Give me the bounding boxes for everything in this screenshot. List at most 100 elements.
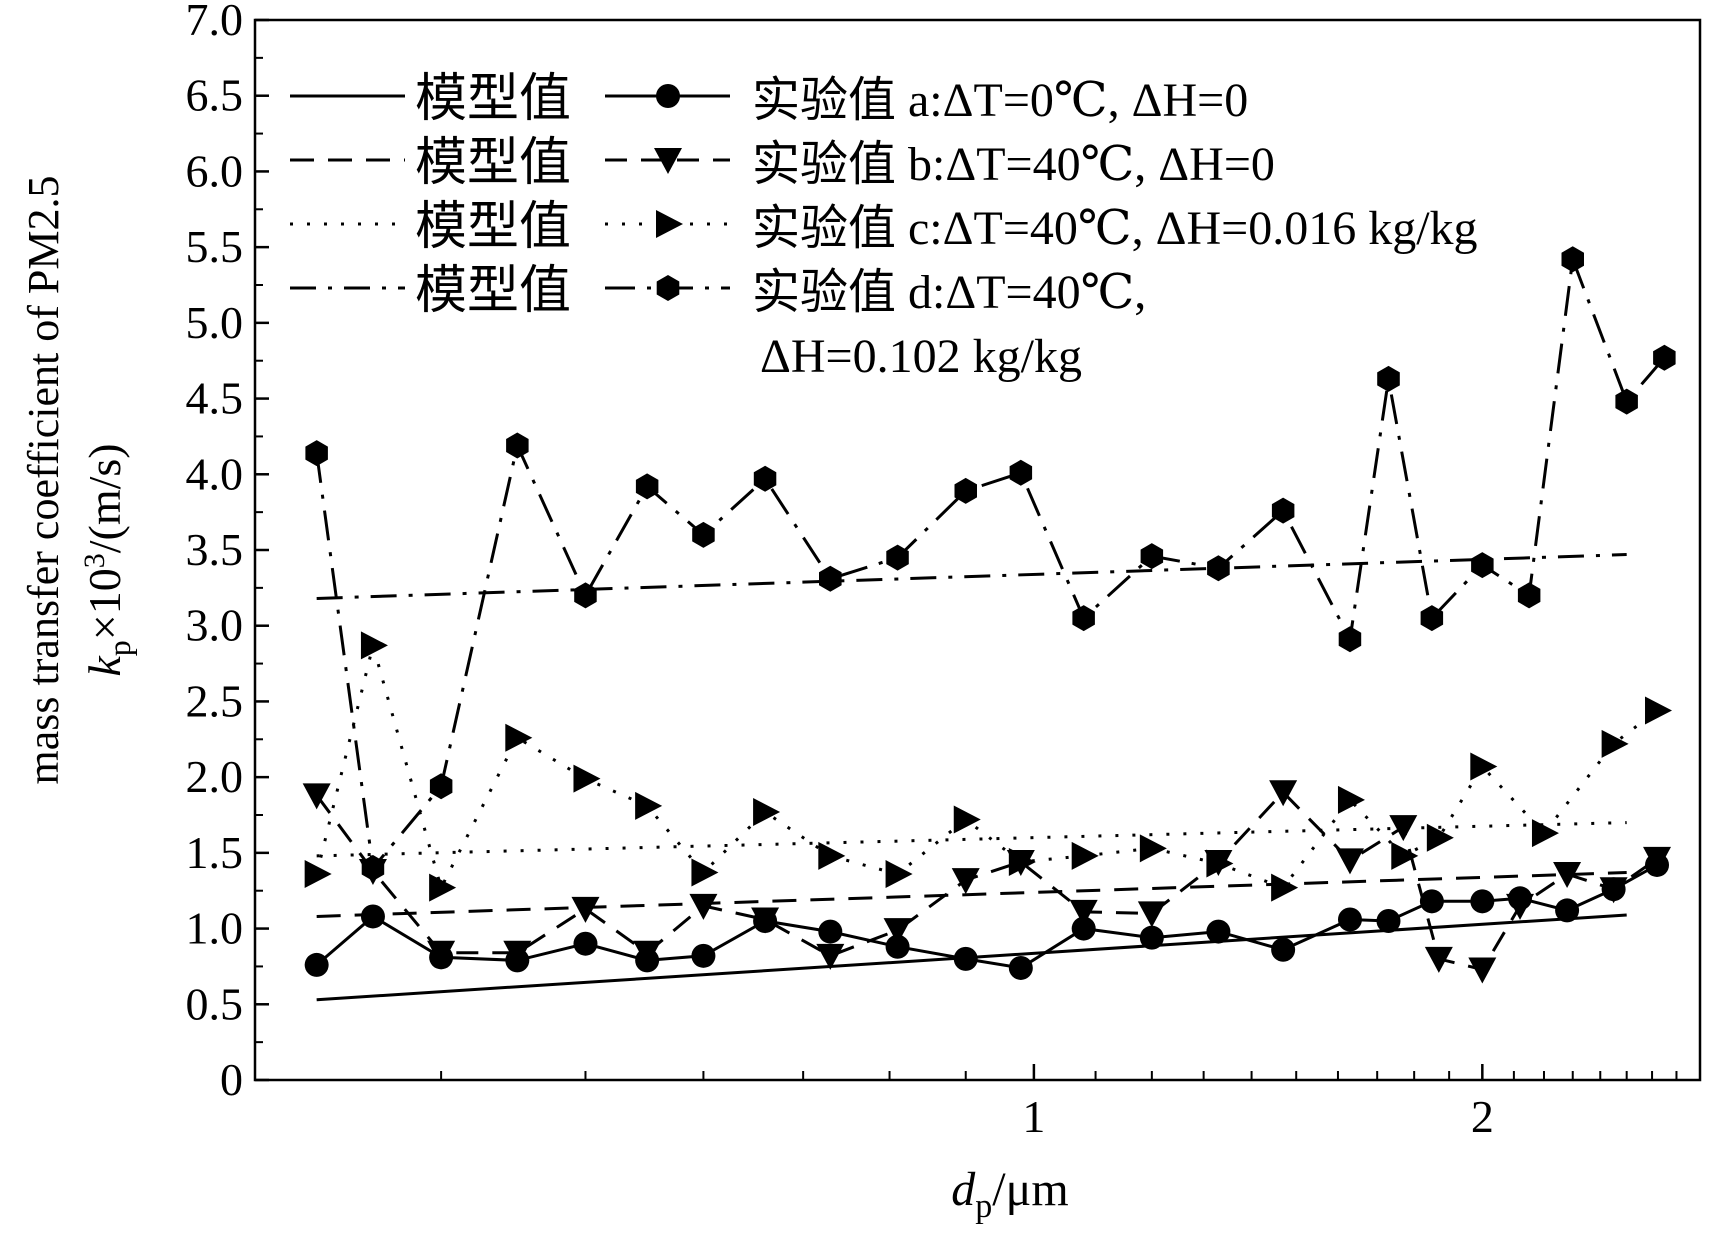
data-point-a bbox=[360, 904, 385, 929]
data-point-c bbox=[635, 791, 663, 820]
data-point-d bbox=[1561, 246, 1584, 273]
data-point-d bbox=[954, 477, 977, 504]
data-point-a bbox=[1071, 916, 1096, 941]
y-tick-label: 1.5 bbox=[186, 827, 244, 878]
data-point-b bbox=[1069, 899, 1098, 926]
y-label-unit: /(m/s) bbox=[79, 443, 130, 553]
legend-marker-d bbox=[656, 275, 680, 301]
legend-marker-c bbox=[656, 210, 683, 238]
data-point-b bbox=[816, 943, 845, 970]
data-point-c bbox=[1008, 847, 1036, 876]
data-point-d bbox=[1517, 582, 1541, 609]
data-point-b bbox=[633, 940, 662, 967]
data-point-b bbox=[427, 940, 456, 967]
y-tick-label: 4.5 bbox=[186, 373, 244, 424]
data-point-d bbox=[305, 440, 328, 467]
data-point-a bbox=[1337, 907, 1362, 932]
data-point-d bbox=[635, 473, 659, 500]
data-point-b bbox=[302, 783, 331, 810]
data-point-d bbox=[1471, 552, 1494, 579]
data-point-a bbox=[1419, 889, 1444, 914]
data-point-a bbox=[953, 946, 978, 971]
data-point-a bbox=[1470, 889, 1495, 914]
data-point-d bbox=[819, 565, 842, 592]
markers bbox=[302, 246, 1676, 984]
data-point-b bbox=[1269, 780, 1298, 807]
data-point-d bbox=[1207, 555, 1230, 582]
x-tick-label: 2 bbox=[1471, 1091, 1494, 1142]
y-tick-label: 3.5 bbox=[186, 524, 244, 575]
legend-model-label: 模型值 bbox=[415, 199, 571, 256]
y-tick-label: 6.0 bbox=[186, 145, 244, 196]
data-point-c bbox=[1601, 729, 1629, 758]
model-line-b bbox=[316, 871, 1627, 918]
y-label-k: k bbox=[79, 655, 130, 677]
series-line-c bbox=[315, 639, 1658, 892]
data-point-d bbox=[1140, 543, 1164, 570]
data-point-a bbox=[1206, 919, 1231, 944]
data-point-a bbox=[1555, 898, 1580, 923]
data-point-b bbox=[1389, 815, 1418, 842]
legend-label-c: 实验值 c:ΔT=40℃, ΔH=0.016 kg/kg bbox=[752, 202, 1478, 255]
data-point-c bbox=[1645, 696, 1673, 725]
legend-model-label: 模型值 bbox=[415, 263, 571, 320]
data-point-c bbox=[1391, 841, 1419, 870]
data-point-c bbox=[953, 805, 981, 834]
data-point-c bbox=[1206, 849, 1234, 878]
data-point-c bbox=[360, 631, 388, 660]
data-point-d bbox=[1377, 365, 1400, 392]
y-tick-label: 7.0 bbox=[186, 0, 244, 45]
data-point-a bbox=[691, 943, 716, 968]
y-label-sup: 3 bbox=[78, 553, 111, 568]
data-point-a bbox=[573, 931, 598, 956]
legend-marker-b bbox=[654, 148, 682, 174]
data-point-d bbox=[753, 465, 777, 492]
data-point-b bbox=[1424, 946, 1453, 973]
data-point-d bbox=[886, 544, 909, 571]
data-point-a bbox=[1271, 937, 1296, 962]
y-tick-label: 5.5 bbox=[186, 221, 244, 272]
x-label-unit: /μm bbox=[992, 1163, 1068, 1216]
legend-label-b: 实验值 b:ΔT=40℃, ΔH=0 bbox=[752, 138, 1275, 191]
legend-marker-a bbox=[656, 84, 680, 108]
data-point-d bbox=[361, 855, 385, 881]
data-point-a bbox=[1008, 955, 1033, 980]
y-tick-label: 5.0 bbox=[186, 297, 244, 348]
data-point-d bbox=[1271, 497, 1295, 524]
data-point-b bbox=[1643, 846, 1672, 873]
data-point-c bbox=[429, 873, 457, 902]
legend-model-label: 模型值 bbox=[415, 135, 571, 192]
data-point-b bbox=[1599, 877, 1628, 904]
data-point-b bbox=[751, 907, 780, 934]
legend-label-a: 实验值 a:ΔT=0℃, ΔH=0 bbox=[752, 74, 1248, 127]
y-tick-label: 2.0 bbox=[186, 751, 244, 802]
data-point-d bbox=[692, 521, 715, 548]
data-point-d bbox=[429, 773, 453, 800]
y-axis-label-inner: kp×103/(m/s) bbox=[78, 443, 137, 676]
series-line-b bbox=[315, 790, 1658, 972]
data-point-b bbox=[883, 918, 912, 945]
legend-label-d: 实验值 d:ΔT=40℃, bbox=[752, 266, 1146, 319]
y-label-sub: p bbox=[101, 640, 137, 656]
data-point-c bbox=[1271, 873, 1299, 902]
data-point-c bbox=[885, 860, 913, 889]
data-point-d bbox=[574, 582, 597, 609]
data-point-d bbox=[1338, 626, 1362, 653]
data-point-c bbox=[304, 860, 332, 889]
data-point-a bbox=[1139, 925, 1164, 950]
x-label-d: d bbox=[951, 1163, 976, 1216]
data-point-d bbox=[506, 432, 529, 459]
data-point-c bbox=[573, 764, 601, 793]
y-tick-label: 1.0 bbox=[186, 903, 244, 954]
data-point-a bbox=[818, 919, 843, 944]
y-tick-label: 6.5 bbox=[186, 70, 244, 121]
y-tick-label: 3.0 bbox=[186, 600, 244, 651]
data-point-c bbox=[1426, 823, 1454, 852]
legend-model-label: 模型值 bbox=[415, 71, 571, 128]
data-point-c bbox=[818, 841, 846, 870]
data-point-d bbox=[1615, 388, 1638, 415]
data-point-b bbox=[503, 940, 532, 967]
y-tick-label: 4.0 bbox=[186, 448, 244, 499]
y-tick-label: 2.5 bbox=[186, 675, 244, 726]
